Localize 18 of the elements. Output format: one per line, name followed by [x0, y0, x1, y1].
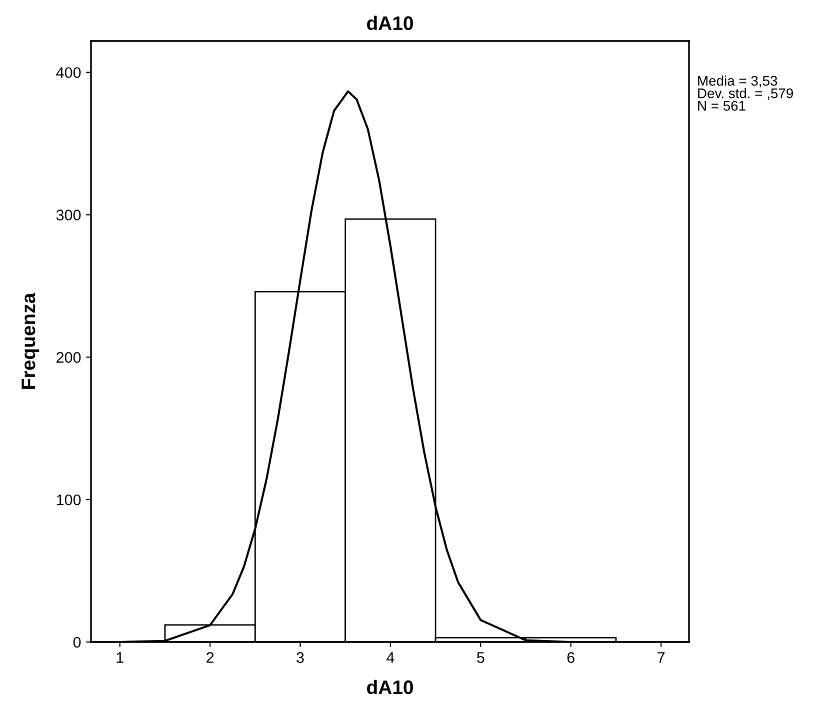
chart-title: dA10 [367, 16, 413, 30]
y-tick-label: 200 [56, 352, 81, 363]
y-tick-label: 0 [73, 636, 81, 648]
y-axis-title: Frequenza [22, 292, 40, 389]
text: Dev. std. = ,579 [698, 88, 793, 100]
y-tick-label: 300 [56, 210, 81, 220]
x-tick-label: 3 [296, 652, 304, 663]
x-tick-label: 2 [206, 652, 214, 663]
x-tick-label: 4 [386, 652, 394, 663]
y-tick-label: 100 [56, 494, 81, 506]
x-tick-label: 7 [658, 652, 665, 663]
x-tick-label: 5 [477, 652, 484, 663]
x-axis-title: dA10 [367, 680, 413, 694]
text: N = 561 [698, 100, 746, 111]
y-tick-label: 400 [56, 67, 81, 78]
text: Media = 3,53 [698, 76, 778, 88]
x-tick-label: 1 [116, 652, 124, 663]
x-tick-label: 6 [567, 652, 574, 663]
